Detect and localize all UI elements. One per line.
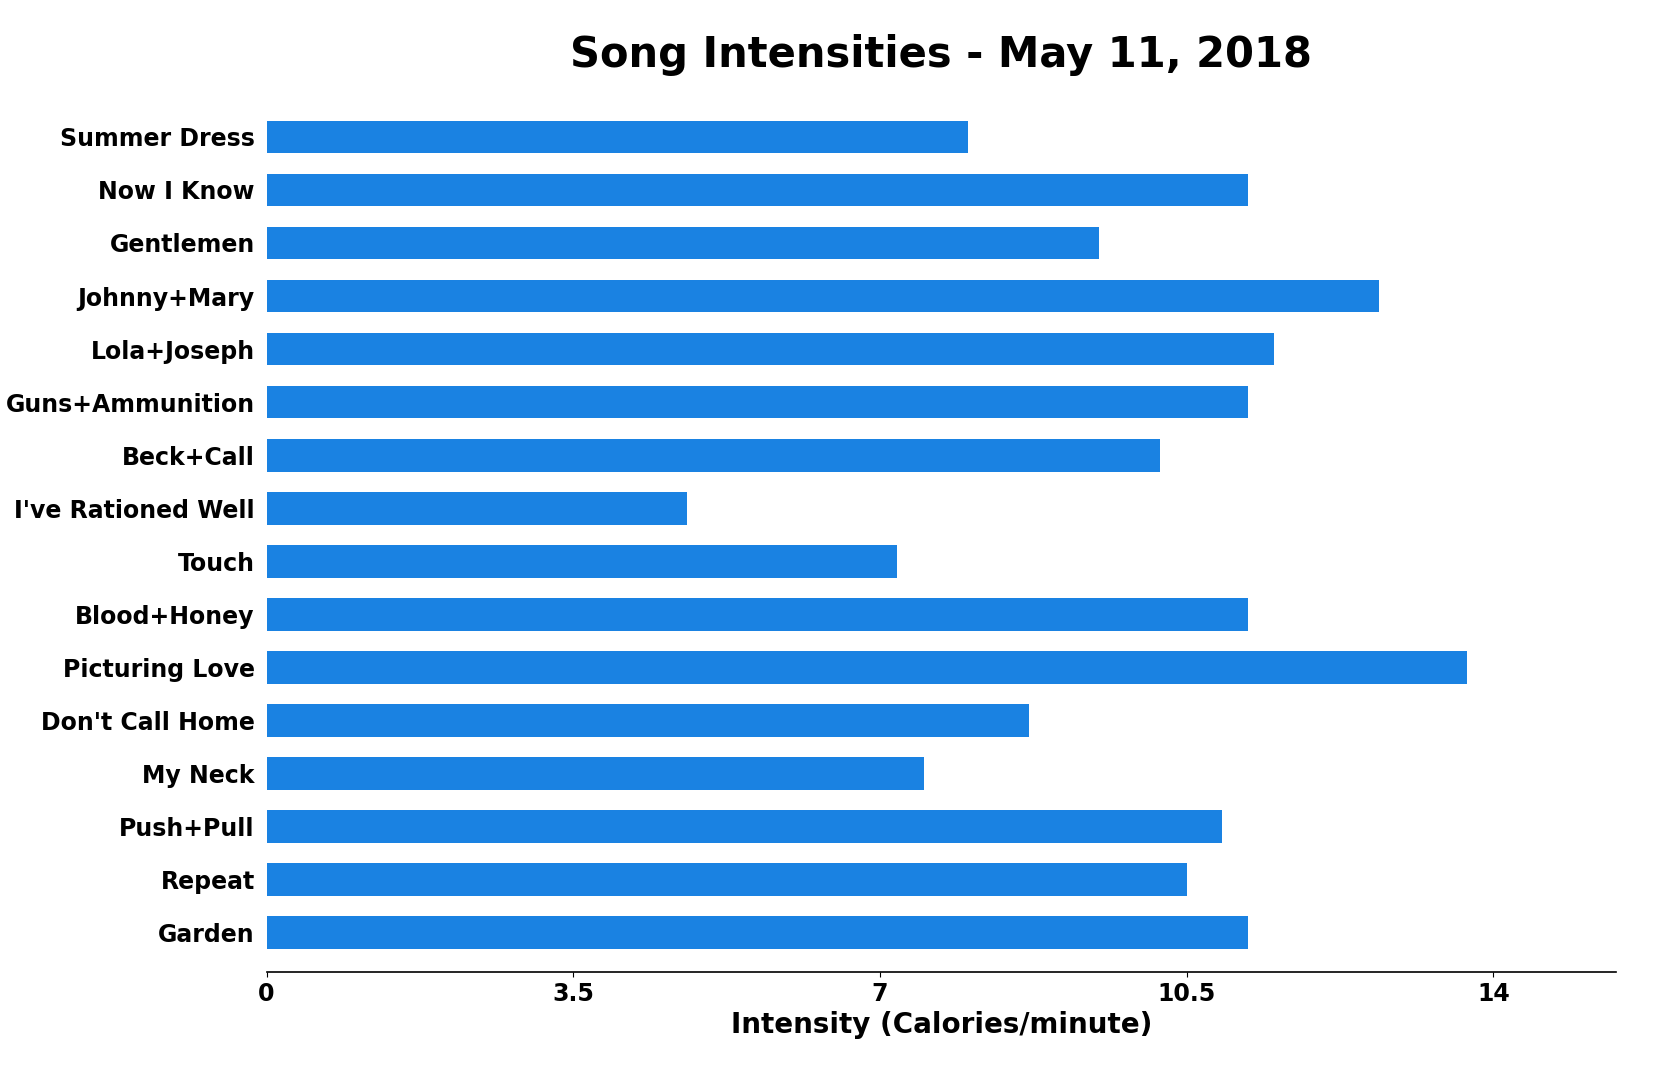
Title: Song Intensities - May 11, 2018: Song Intensities - May 11, 2018 (570, 33, 1313, 76)
Bar (267, 597, 1248, 631)
Bar (267, 704, 1030, 737)
Bar (267, 333, 1274, 365)
Bar (267, 227, 1100, 259)
Bar (267, 544, 898, 578)
Bar (267, 651, 1468, 684)
Bar (267, 810, 1221, 842)
Bar (267, 491, 686, 525)
Bar (267, 916, 1248, 948)
X-axis label: Intensity (Calories/minute): Intensity (Calories/minute) (731, 1011, 1151, 1039)
Bar (267, 438, 1160, 472)
Bar (267, 863, 1186, 895)
Bar (267, 280, 1379, 312)
Bar (267, 757, 923, 789)
Bar (267, 121, 968, 153)
Bar (267, 174, 1248, 206)
Bar (267, 386, 1248, 418)
